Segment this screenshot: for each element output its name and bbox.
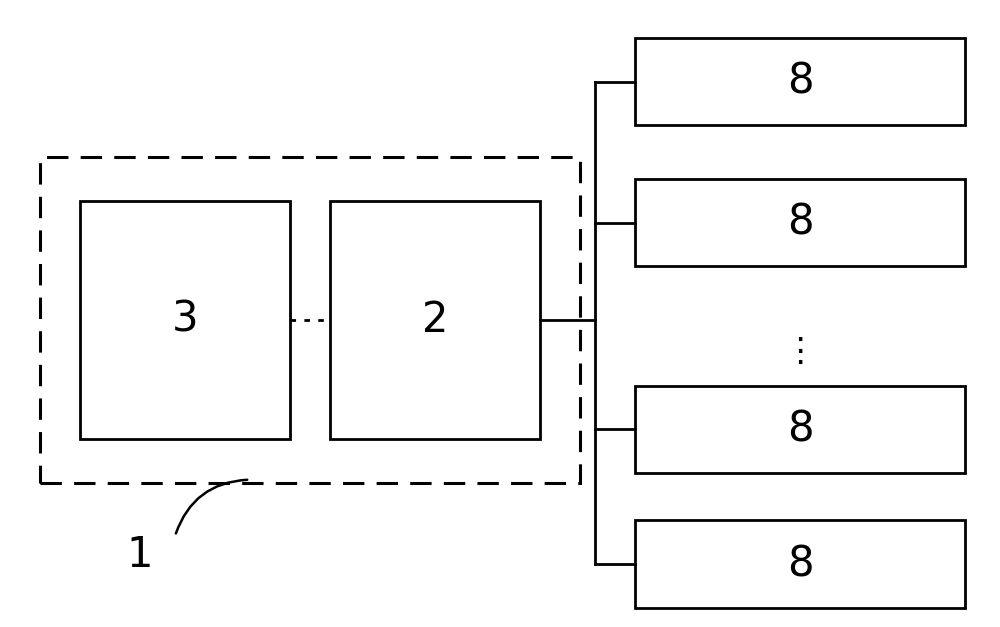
Text: 8: 8 (787, 544, 813, 585)
Text: 3: 3 (172, 299, 198, 340)
Bar (635, 386, 965, 473)
Text: 2: 2 (422, 299, 448, 340)
Text: 1: 1 (127, 534, 153, 576)
Text: 8: 8 (787, 409, 813, 450)
Bar (635, 179, 965, 266)
Bar (40, 157, 580, 483)
Text: 8: 8 (787, 61, 813, 102)
Bar (80, 201, 290, 439)
Bar (330, 201, 540, 439)
Bar (635, 38, 965, 125)
Text: 8: 8 (787, 202, 813, 243)
Text: ⋮: ⋮ (783, 335, 817, 367)
Bar (635, 520, 965, 608)
